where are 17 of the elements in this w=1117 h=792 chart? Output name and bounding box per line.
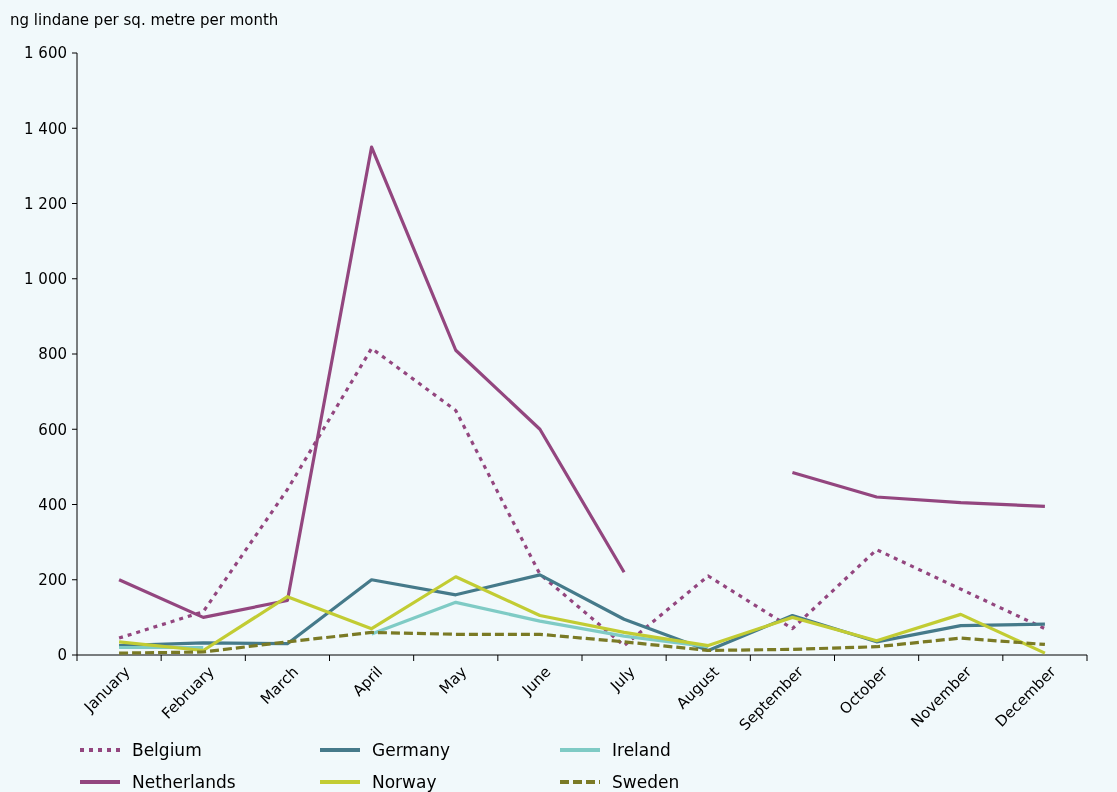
y-tick-label: 600 — [38, 420, 67, 439]
line-series — [117, 630, 1047, 655]
legend-label: Germany — [372, 739, 451, 760]
y-tick-label: 1 600 — [24, 44, 67, 63]
legend-label: Ireland — [612, 739, 671, 760]
y-axis-title: ng lindane per sq. metre per month — [10, 11, 279, 29]
y-tick-label: 200 — [38, 571, 67, 589]
y-tick-label: 1 400 — [24, 119, 67, 138]
legend-label: Netherlands — [132, 771, 236, 792]
legend-label: Norway — [372, 771, 437, 792]
y-tick-label: 1 200 — [24, 194, 67, 213]
y-tick-label: 0 — [57, 646, 67, 665]
y-tick-label: 400 — [38, 495, 67, 514]
y-tick-label: 800 — [38, 345, 67, 364]
legend-label: Belgium — [132, 739, 202, 760]
legend-label: Sweden — [612, 771, 680, 792]
y-tick-label: 1 000 — [24, 270, 67, 288]
